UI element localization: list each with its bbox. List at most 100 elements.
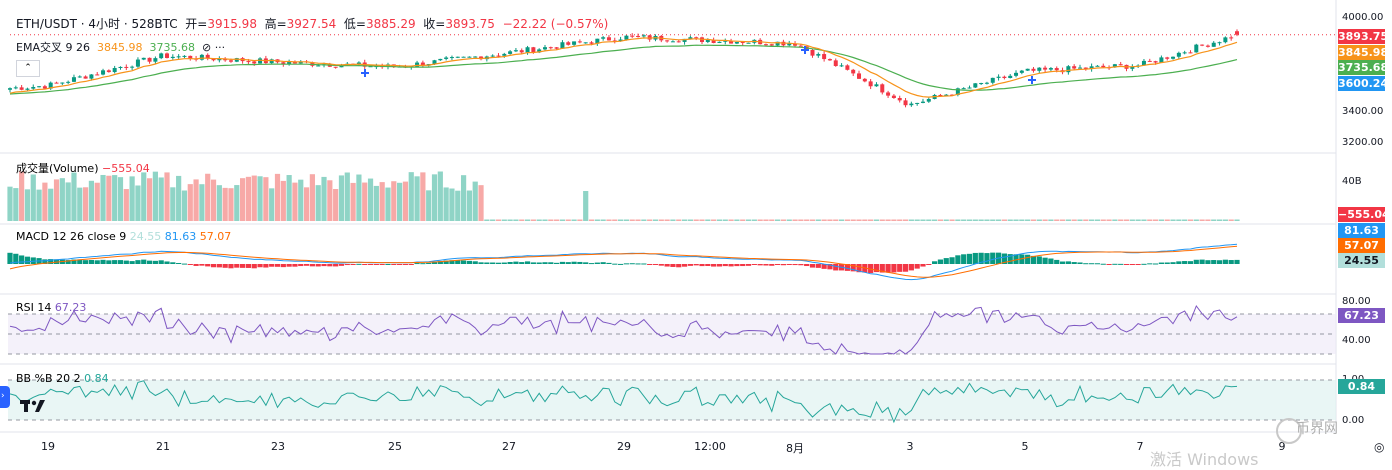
volume-bar bbox=[588, 219, 595, 221]
volume-bar bbox=[164, 172, 170, 221]
candle-body bbox=[554, 47, 559, 49]
candle-body bbox=[740, 41, 745, 43]
candle-body bbox=[961, 88, 966, 90]
candle-body bbox=[211, 58, 216, 61]
macd-histogram-bar bbox=[1193, 259, 1199, 264]
macd-histogram-bar bbox=[1176, 261, 1182, 264]
watermark-text: 币界网 bbox=[1296, 421, 1338, 437]
macd-label: MACD 12 26 close 9 bbox=[16, 230, 127, 243]
macd-histogram-bar bbox=[914, 264, 920, 269]
macd-histogram-bar bbox=[251, 264, 257, 269]
candle-body bbox=[438, 58, 443, 61]
macd-histogram-bar bbox=[1019, 254, 1025, 264]
volume-bar bbox=[13, 188, 19, 221]
legend-ema[interactable]: EMA交叉 9 26 3845.98 3735.68 ⊘ ··· bbox=[16, 41, 225, 54]
macd-histogram-bar bbox=[309, 264, 315, 267]
volume-bar bbox=[652, 219, 659, 221]
macd-histogram-bar bbox=[647, 264, 653, 265]
volume-bar bbox=[757, 219, 763, 221]
volume-bar bbox=[635, 219, 641, 221]
volume-bar bbox=[420, 172, 426, 221]
macd-histogram-bar bbox=[455, 260, 461, 264]
candle-body bbox=[141, 57, 146, 60]
more-icon[interactable]: ··· bbox=[214, 41, 226, 54]
macd-histogram-bar bbox=[240, 264, 246, 268]
volume-bar bbox=[112, 175, 118, 221]
macd-histogram-bar bbox=[1152, 263, 1159, 265]
candle-body bbox=[903, 100, 908, 106]
volume-bar bbox=[716, 219, 723, 221]
candle-body bbox=[1130, 66, 1135, 69]
macd-histogram-bar bbox=[1071, 262, 1077, 264]
rsi-label: RSI 14 bbox=[16, 301, 52, 314]
macd-histogram-bar bbox=[623, 263, 630, 265]
volume-bar bbox=[1036, 219, 1042, 221]
macd-histogram-bar bbox=[507, 261, 513, 264]
macd-histogram-bar bbox=[885, 264, 891, 273]
macd-histogram-bar bbox=[1199, 259, 1205, 264]
candle-body bbox=[682, 38, 687, 42]
volume-bar bbox=[455, 190, 461, 221]
macd-histogram-bar bbox=[1211, 260, 1217, 264]
volume-bar bbox=[821, 219, 827, 221]
volume-bar bbox=[71, 172, 77, 221]
candle-body bbox=[938, 94, 943, 96]
macd-histogram-bar bbox=[1013, 254, 1019, 264]
macd-histogram-bar bbox=[420, 263, 426, 265]
macd-histogram-bar bbox=[716, 264, 723, 267]
macd-histogram-bar bbox=[466, 260, 472, 264]
candle-body bbox=[717, 41, 722, 44]
rsi-legend[interactable]: RSI 14 67.23 bbox=[16, 301, 86, 314]
macd-histogram-bar bbox=[920, 264, 926, 267]
candle-body bbox=[234, 58, 239, 62]
macd-histogram-bar bbox=[1205, 260, 1211, 264]
macd-histogram-bar bbox=[292, 264, 298, 267]
macd-histogram-bar bbox=[681, 264, 688, 267]
candle-body bbox=[159, 53, 164, 59]
volume-bar bbox=[146, 178, 153, 221]
candle-body bbox=[217, 58, 222, 61]
volume-bar bbox=[1094, 219, 1101, 221]
candle-body bbox=[944, 94, 949, 96]
volume-bar bbox=[42, 182, 48, 221]
candle-body bbox=[967, 87, 972, 89]
volume-legend[interactable]: 成交量(Volume) −555.04 bbox=[16, 160, 150, 176]
macd-histogram-bar bbox=[565, 262, 571, 264]
volume-bar bbox=[1071, 219, 1077, 221]
candle-body bbox=[548, 47, 553, 49]
symbol-title[interactable]: ETH/USDT · 4小时 · 528BTC bbox=[16, 17, 178, 31]
legend-main: ETH/USDT · 4小时 · 528BTC 开=3915.98 高=3927… bbox=[16, 18, 608, 31]
volume-bar bbox=[303, 187, 310, 221]
candle-body bbox=[787, 43, 792, 46]
candle-body bbox=[1159, 57, 1164, 63]
macd-histogram-bar bbox=[1129, 264, 1135, 266]
macd-histogram-bar bbox=[1100, 263, 1106, 265]
settings-icon[interactable]: ◎ bbox=[1374, 440, 1385, 454]
volume-bar bbox=[873, 219, 880, 221]
macd-histogram-bar bbox=[100, 259, 106, 264]
volume-bar bbox=[30, 174, 36, 221]
eye-off-icon[interactable]: ⊘ bbox=[201, 41, 212, 54]
macd-histogram-bar bbox=[740, 264, 746, 267]
candle-body bbox=[1054, 68, 1059, 71]
candle-body bbox=[810, 49, 815, 56]
macd-histogram-bar bbox=[1123, 264, 1130, 265]
chart-canvas[interactable] bbox=[0, 0, 1392, 460]
side-panel-toggle-button[interactable]: › bbox=[0, 386, 10, 408]
collapse-legend-button[interactable]: ⌃ bbox=[16, 60, 40, 77]
macd-histogram-bar bbox=[478, 262, 484, 264]
bb-legend[interactable]: BB %B 20 2 0.84 bbox=[16, 372, 109, 385]
candle-body bbox=[1008, 75, 1013, 79]
macd-histogram-bar bbox=[1054, 259, 1060, 264]
macd-histogram-bar bbox=[315, 264, 321, 267]
candle-body bbox=[1043, 67, 1048, 70]
macd-legend[interactable]: MACD 12 26 close 9 24.55 81.63 57.07 bbox=[16, 230, 231, 243]
volume-bar bbox=[786, 219, 792, 221]
volume-bar bbox=[577, 219, 583, 221]
macd-histogram-bar bbox=[763, 264, 769, 266]
candle-body bbox=[188, 55, 193, 59]
macd-histogram-bar bbox=[327, 264, 333, 267]
macd-histogram-bar bbox=[193, 264, 199, 266]
macd-histogram-bar bbox=[955, 255, 961, 264]
volume-bar bbox=[1141, 219, 1147, 221]
